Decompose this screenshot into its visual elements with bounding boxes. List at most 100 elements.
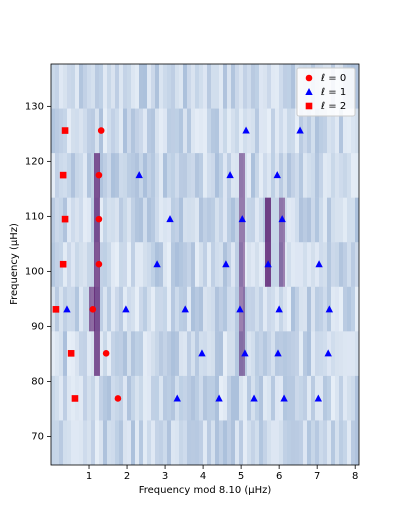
heatmap-cell [143, 108, 147, 154]
heatmap-cell [207, 64, 211, 109]
heatmap-cell [171, 153, 175, 198]
heatmap-cell [167, 108, 171, 154]
heatmap-cell [347, 286, 351, 332]
heatmap-cell [67, 153, 71, 198]
heatmap-cell [339, 375, 343, 421]
heatmap-cell [171, 375, 175, 421]
heatmap-cell [71, 153, 75, 198]
heatmap-cell [91, 153, 95, 198]
heatmap-cell [327, 242, 331, 287]
heatmap-cell [99, 420, 103, 465]
heatmap-cell [215, 331, 219, 376]
heatmap-cell [171, 242, 175, 287]
point [52, 306, 60, 313]
heatmap-cell [83, 242, 87, 287]
heatmap-cell [95, 108, 99, 154]
heatmap-cell [303, 108, 307, 154]
heatmap-cell [163, 420, 167, 465]
heatmap-cell [279, 420, 283, 465]
point [264, 260, 272, 268]
heatmap-cell [167, 64, 171, 109]
heatmap-cell [311, 286, 315, 332]
heatmap-cell [67, 286, 71, 332]
heatmap-cell [263, 287, 267, 332]
heatmap-cell [323, 198, 327, 243]
heatmap-cell [279, 108, 283, 154]
heatmap-cell [111, 108, 115, 154]
heatmap-cell [311, 375, 315, 421]
heatmap-cell [91, 197, 95, 243]
heatmap-cell [167, 153, 171, 198]
heatmap-cell [195, 64, 199, 109]
heatmap-cell [55, 242, 59, 287]
heatmap-cell [107, 242, 111, 287]
heatmap-cell [67, 64, 71, 109]
heatmap-cell [143, 153, 147, 198]
heatmap-cell [271, 64, 275, 109]
heatmap-ridge [239, 153, 245, 376]
heatmap-cell [299, 153, 303, 198]
heatmap-cell [59, 286, 63, 332]
heatmap-cell [247, 64, 251, 109]
heatmap-cell [111, 286, 115, 332]
heatmap-cell [191, 108, 195, 154]
heatmap-cell [79, 242, 83, 287]
heatmap-cell [291, 108, 295, 154]
point [122, 305, 130, 313]
heatmap-cell [259, 153, 263, 198]
heatmap-cell [283, 64, 287, 109]
heatmap-cell [271, 420, 275, 465]
heatmap-cell [319, 197, 323, 243]
heatmap-cell [203, 375, 207, 421]
heatmap-cell [255, 420, 259, 465]
heatmap-cell [115, 153, 119, 198]
heatmap-cell [79, 153, 83, 198]
heatmap-cell [91, 331, 95, 376]
heatmap-cell [139, 108, 143, 154]
heatmap-cell [291, 197, 295, 243]
heatmap-cell [187, 420, 191, 465]
heatmap-cell [91, 375, 95, 421]
heatmap-cell [295, 375, 299, 421]
heatmap-cell [183, 108, 187, 154]
heatmap-cell [119, 197, 123, 243]
heatmap-cell [275, 109, 279, 154]
heatmap-cell [327, 108, 331, 154]
heatmap-cell [215, 286, 219, 332]
heatmap-cell [107, 64, 111, 109]
heatmap-cell [139, 286, 143, 332]
heatmap-cell [171, 108, 175, 154]
heatmap-cell [295, 420, 299, 465]
heatmap-cell [247, 153, 251, 198]
heatmap-cell [179, 375, 183, 421]
heatmap-cell [79, 420, 83, 465]
heatmap-cell [79, 376, 83, 421]
heatmap-cell [247, 108, 251, 154]
heatmap-cell [287, 108, 291, 154]
heatmap-cell [195, 109, 199, 154]
heatmap-cell [303, 286, 307, 332]
heatmap-cell [223, 108, 227, 154]
heatmap-cell [131, 286, 135, 332]
heatmap-cell [111, 242, 115, 287]
heatmap-cell [159, 198, 163, 243]
heatmap-cell [355, 242, 359, 287]
x-tick-label: 2 [124, 471, 130, 482]
heatmap-cell [199, 375, 203, 421]
heatmap-cell [139, 331, 143, 376]
point [273, 171, 281, 179]
heatmap-cell [63, 375, 67, 421]
heatmap-cell [119, 420, 123, 465]
heatmap-cell [311, 197, 315, 243]
heatmap-cell [227, 64, 231, 109]
heatmap-cell [71, 64, 75, 109]
legend-label: ℓ = 1 [321, 87, 346, 98]
heatmap-cell [247, 197, 251, 243]
heatmap-cell [139, 420, 143, 465]
heatmap-cell [131, 64, 135, 109]
heatmap-cell [303, 153, 307, 198]
heatmap-cell [207, 197, 211, 243]
heatmap-cell [155, 286, 159, 332]
heatmap-cell [143, 420, 147, 465]
